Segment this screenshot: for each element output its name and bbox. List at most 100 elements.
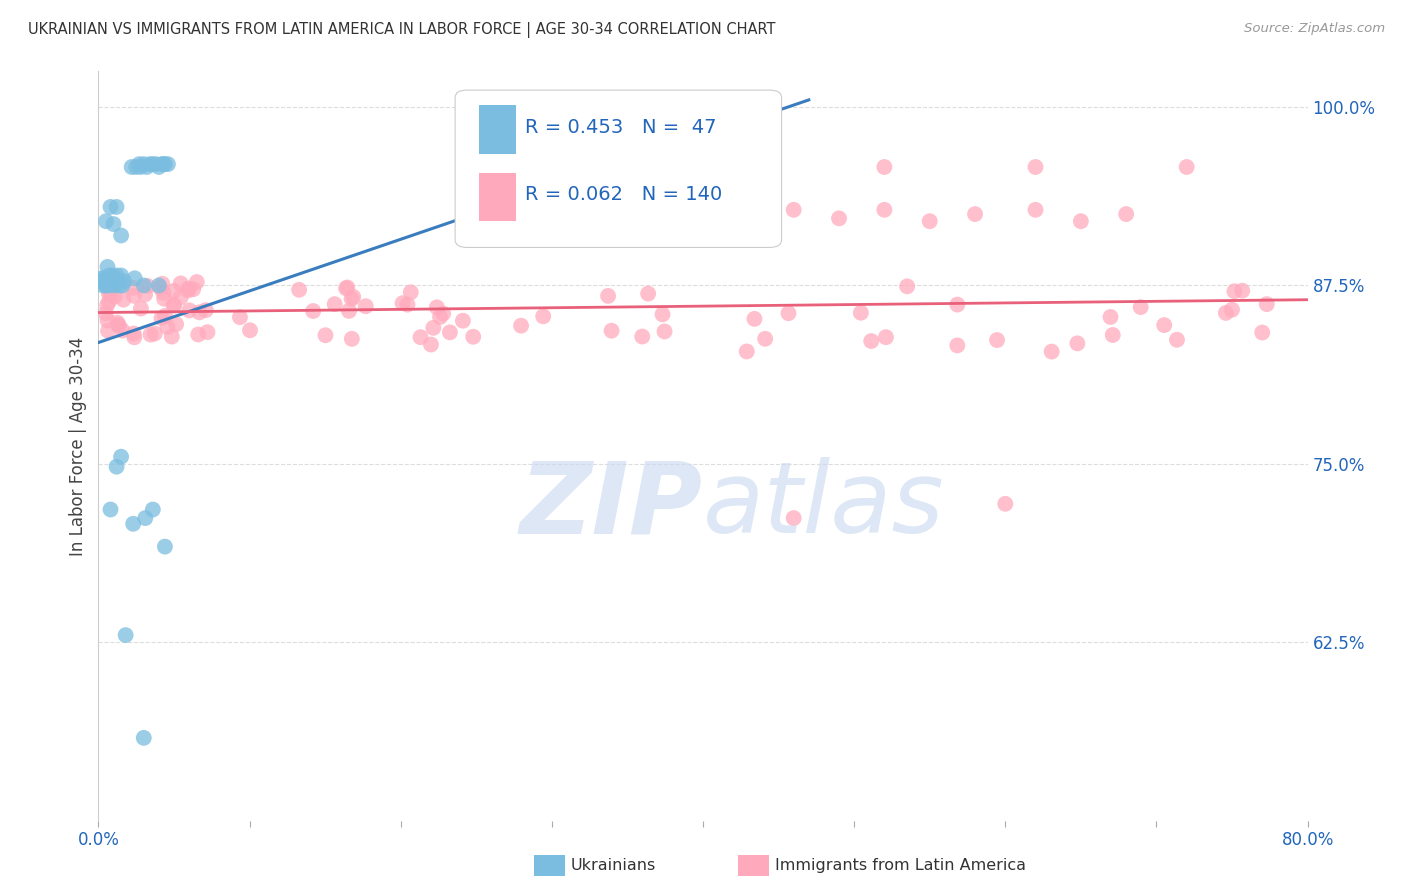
Point — [181, 282, 204, 296]
Point — [188, 305, 211, 319]
Point — [179, 303, 201, 318]
Point — [90, 271, 112, 285]
Point — [986, 333, 1008, 347]
Point — [391, 296, 413, 310]
Text: R = 0.062   N = 140: R = 0.062 N = 140 — [526, 186, 723, 204]
Text: Ukrainians: Ukrainians — [571, 858, 657, 872]
Point — [122, 289, 145, 303]
Point — [965, 207, 987, 221]
Point — [105, 268, 128, 283]
Point — [994, 497, 1017, 511]
Point — [93, 271, 115, 285]
Point — [396, 298, 419, 312]
Point — [723, 160, 745, 174]
Text: Immigrants from Latin America: Immigrants from Latin America — [775, 858, 1026, 872]
Bar — [479, 172, 516, 221]
Point — [1099, 310, 1122, 324]
Point — [152, 157, 174, 171]
Point — [135, 160, 157, 174]
Point — [651, 307, 673, 321]
Point — [1220, 302, 1243, 317]
Point — [128, 157, 150, 171]
Point — [946, 297, 969, 311]
Point — [1215, 306, 1237, 320]
Point — [1251, 326, 1274, 340]
Point — [194, 303, 217, 318]
Point — [156, 320, 179, 334]
Point — [918, 214, 941, 228]
Point — [540, 193, 562, 207]
Point — [229, 310, 252, 325]
Point — [631, 329, 654, 343]
Text: ZIP: ZIP — [520, 458, 703, 555]
Point — [177, 281, 200, 295]
Point — [197, 325, 219, 339]
Text: R = 0.453   N =  47: R = 0.453 N = 47 — [526, 118, 717, 137]
Point — [150, 311, 173, 326]
Point — [134, 287, 156, 301]
Point — [409, 330, 432, 344]
Point — [100, 200, 122, 214]
Point — [596, 289, 619, 303]
Point — [875, 330, 897, 344]
Point — [132, 278, 155, 293]
Point — [121, 160, 143, 174]
Point — [340, 332, 363, 346]
Point — [91, 278, 114, 293]
Point — [108, 318, 131, 333]
Point — [103, 290, 125, 304]
Point — [142, 502, 165, 516]
Point — [121, 281, 143, 295]
Point — [98, 274, 121, 288]
Point — [1070, 214, 1092, 228]
Point — [873, 160, 896, 174]
Text: UKRAINIAN VS IMMIGRANTS FROM LATIN AMERICA IN LABOR FORCE | AGE 30-34 CORRELATIO: UKRAINIAN VS IMMIGRANTS FROM LATIN AMERI… — [28, 22, 776, 38]
Point — [103, 217, 125, 231]
Point — [600, 324, 623, 338]
Point — [148, 160, 170, 174]
Point — [783, 511, 806, 525]
Point — [148, 278, 170, 293]
Point — [134, 511, 156, 525]
Point — [132, 731, 155, 745]
Point — [96, 260, 118, 274]
Point — [100, 286, 122, 301]
Point — [860, 334, 883, 348]
Point — [335, 281, 357, 295]
Point — [239, 323, 262, 337]
Point — [136, 279, 159, 293]
Point — [1040, 344, 1063, 359]
Point — [105, 316, 128, 330]
Point — [163, 298, 186, 312]
Point — [91, 274, 114, 288]
Text: atlas: atlas — [703, 458, 945, 555]
Point — [129, 301, 152, 316]
Point — [1101, 328, 1123, 343]
Point — [143, 326, 166, 341]
Point — [946, 338, 969, 352]
Point — [153, 540, 176, 554]
Point — [1175, 160, 1198, 174]
Point — [169, 290, 191, 304]
Point — [661, 202, 683, 217]
Point — [125, 160, 148, 174]
Point — [420, 337, 443, 351]
Point — [337, 304, 360, 318]
Point — [463, 330, 485, 344]
Point — [1024, 160, 1046, 174]
Point — [302, 304, 325, 318]
Point — [162, 298, 184, 312]
Point — [783, 202, 806, 217]
Point — [737, 207, 759, 221]
Point — [112, 274, 135, 288]
Point — [107, 274, 129, 288]
Point — [96, 313, 118, 327]
Point — [432, 307, 454, 321]
Point — [1166, 333, 1188, 347]
Point — [153, 157, 176, 171]
Point — [105, 200, 128, 214]
Point — [111, 278, 134, 293]
Point — [1153, 318, 1175, 332]
Point — [122, 516, 145, 531]
Point — [323, 297, 346, 311]
